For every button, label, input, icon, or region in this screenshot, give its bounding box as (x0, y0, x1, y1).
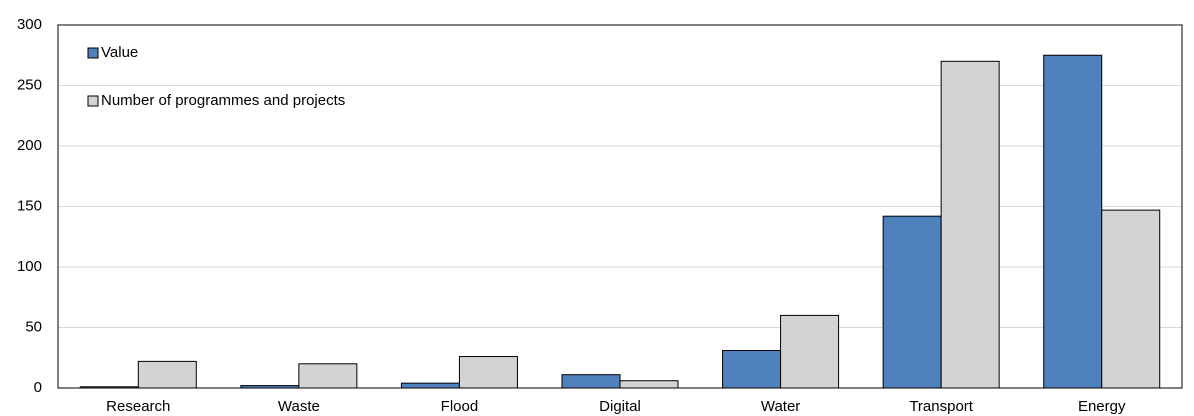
x-tick-label: Energy (1078, 398, 1126, 415)
y-tick-label: 100 (17, 258, 42, 275)
bar (722, 349, 782, 389)
x-tick-label: Transport (909, 398, 973, 415)
bar (619, 380, 679, 389)
x-tick-label: Water (761, 398, 800, 415)
y-tick-label: 0 (34, 379, 42, 396)
x-tick-label: Digital (599, 398, 641, 415)
y-tick-label: 250 (17, 76, 42, 93)
y-tick-label: 300 (17, 16, 42, 33)
bar (561, 374, 621, 389)
bar (780, 314, 840, 389)
bar (1101, 209, 1161, 389)
legend-label: Value (101, 44, 138, 61)
legend-swatch (87, 47, 99, 59)
bar (137, 360, 197, 389)
plot-border (57, 24, 1183, 389)
legend-swatch (87, 95, 99, 107)
x-tick-label: Flood (441, 398, 479, 415)
bar (940, 60, 1000, 389)
bar (882, 215, 942, 389)
y-tick-label: 200 (17, 137, 42, 154)
x-tick-label: Waste (278, 398, 320, 415)
bar (458, 356, 518, 389)
x-tick-label: Research (106, 398, 170, 415)
bar (400, 382, 460, 389)
bar (298, 363, 358, 389)
y-tick-label: 50 (25, 318, 42, 335)
legend-label: Number of programmes and projects (101, 92, 345, 109)
bar (1043, 54, 1103, 389)
y-tick-label: 150 (17, 197, 42, 214)
